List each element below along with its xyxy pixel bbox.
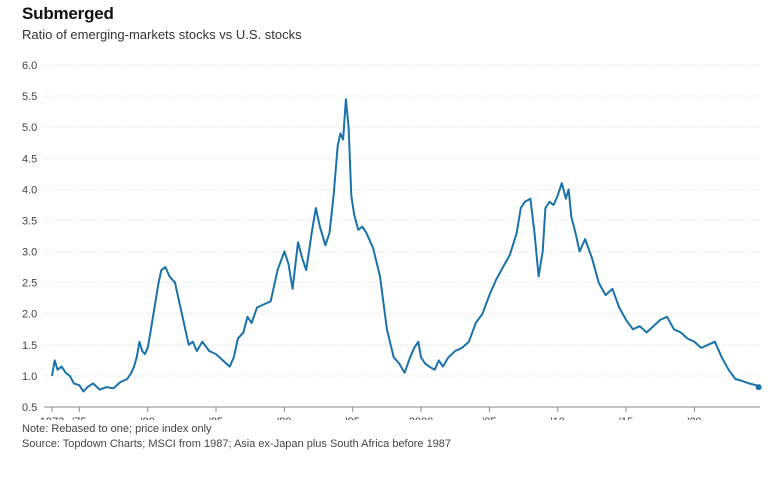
x-tick-label: '75	[72, 416, 86, 420]
x-tick-label: 1973	[40, 416, 64, 420]
chart-subtitle: Ratio of emerging-markets stocks vs U.S.…	[22, 27, 302, 42]
x-tick-label: '85	[209, 416, 223, 420]
note-text: Note: Rebased to one; price index only	[22, 423, 212, 435]
y-tick-label: 5.5	[22, 91, 37, 103]
chart-title: Submerged	[22, 4, 114, 23]
y-tick-label: 4.0	[22, 184, 37, 196]
y-tick-label: 3.0	[22, 247, 37, 259]
y-axis-ticks: 0.5 1.0 1.5 2.0 2.5 3.0 3.5 4.0 4.5 5.0 5.5 6.0	[22, 60, 37, 414]
y-tick-label: 4.5	[22, 153, 37, 165]
y-tick-label: 1.5	[22, 340, 37, 352]
line-chart: 0.5 1.0 1.5 2.0 2.5 3.0 3.5 4.0 4.5 5.0 5.5 6.0 197…	[22, 60, 762, 420]
source-text: Source: Topdown Charts; MSCI from 1987; …	[22, 438, 452, 450]
x-tick-label: '20	[687, 416, 701, 420]
x-tick-label: 2000	[409, 416, 433, 420]
y-tick-label: 5.0	[22, 122, 37, 134]
x-tick-label: '15	[619, 416, 633, 420]
series-end-point	[755, 384, 762, 391]
y-tick-label: 1.0	[22, 371, 37, 383]
x-tick-label: '10	[551, 416, 565, 420]
y-tick-label: 3.5	[22, 215, 37, 227]
footnotes: Note: Rebased to one; price index only S…	[22, 422, 451, 452]
y-tick-label: 2.5	[22, 278, 37, 290]
x-axis-ticks: 1973 '75 '80 '85 '90 '95 2000 '05 '10 '15 '20	[40, 407, 702, 420]
gridlines	[44, 64, 760, 377]
y-tick-label: 0.5	[22, 402, 37, 414]
y-tick-label: 6.0	[22, 60, 37, 72]
y-tick-label: 2.0	[22, 309, 37, 321]
x-tick-label: '90	[277, 416, 291, 420]
x-tick-label: '05	[482, 416, 496, 420]
series-line-em-vs-us	[51, 98, 760, 393]
x-tick-label: '95	[346, 416, 360, 420]
x-tick-label: '80	[141, 416, 155, 420]
